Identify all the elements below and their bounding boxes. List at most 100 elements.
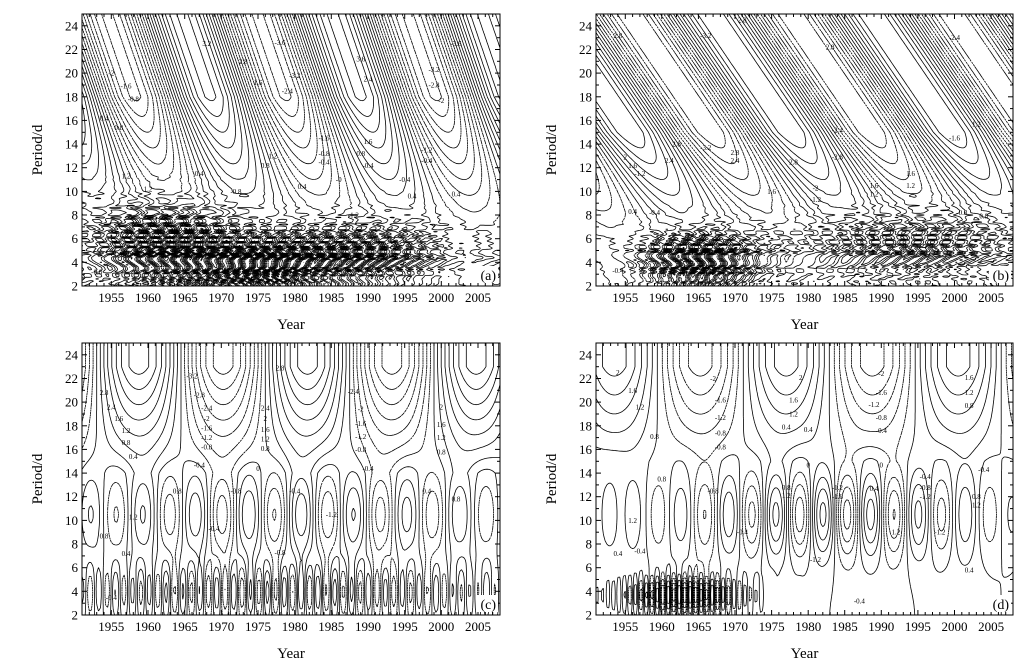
panel-b-label: (b) <box>993 269 1010 284</box>
contour-label: 1.2 <box>965 389 974 397</box>
x-tick-label: 2000 <box>942 290 968 305</box>
contour-label: 1.6 <box>965 374 974 382</box>
contour-label: -2 <box>438 97 444 105</box>
panel-d-label: (d) <box>993 598 1010 613</box>
y-tick-label: 12 <box>65 160 78 175</box>
x-tick-label: 2000 <box>428 290 454 305</box>
contour-label: -0.4 <box>399 176 411 184</box>
contour-line <box>628 343 1013 615</box>
x-tick-label: 1990 <box>355 619 381 634</box>
contour-label: 0.4 <box>965 567 974 575</box>
y-tick-label: 16 <box>65 113 79 128</box>
panel-b-contour-labels: 2.8 -3.22.82.8-2.42.8 -3.22.82.42.4 2.8-2.4… <box>612 16 988 275</box>
contour-label: 2.8 <box>672 141 681 149</box>
contour-label: -1.6 <box>715 396 727 404</box>
contour-line <box>596 14 1013 198</box>
x-tick-label: 2005 <box>978 290 1004 305</box>
contour-label: 0.8 <box>173 487 182 495</box>
x-tick-label: 1970 <box>208 290 234 305</box>
contour-line <box>596 343 1013 615</box>
contour-label: 1.6 <box>628 387 637 395</box>
contour-label: -1.2 <box>715 414 727 422</box>
contour-label: -0.8 <box>128 96 140 104</box>
contour-label: 0.4 <box>804 426 813 434</box>
contour-label: 1.6 <box>364 138 373 146</box>
contour-label: -1.6 <box>120 83 132 91</box>
contour-label: -1.2 <box>810 556 822 564</box>
x-tick-label: 1970 <box>722 290 748 305</box>
contour-label: 0.8 <box>100 532 109 540</box>
contour-label: -0.8 <box>274 549 286 557</box>
panel-a: 3.2 -3.6 3.6 -3.6 -2 -1.6 -0.8 0.4 0.8 2.8 1.6 -3.2… <box>30 13 501 333</box>
y-tick-label: 10 <box>579 513 592 528</box>
contour-label: -0.4 <box>289 487 301 495</box>
x-tick-label: 1980 <box>795 290 821 305</box>
y-tick-label: 14 <box>65 137 79 152</box>
contour-label: 0 <box>880 461 884 469</box>
panel-d-plot-frame <box>595 342 1014 616</box>
contour-line <box>128 343 487 375</box>
panel-c-ticks: 1955 1960 1965 1970 1975 1980 1985 1990 1995 2000… <box>65 342 501 634</box>
contour-label: -0.8 <box>91 268 103 276</box>
contour-label: -0.8 <box>230 188 242 196</box>
x-tick-label: 1995 <box>392 619 418 634</box>
contour-label: -3.2 <box>186 373 198 381</box>
y-tick-label: 16 <box>579 442 593 457</box>
panel-c-plot-frame <box>81 342 501 616</box>
contour-line <box>82 343 499 615</box>
contour-line <box>82 343 496 615</box>
contour-label: 1.2 <box>122 173 131 181</box>
y-tick-label: 4 <box>72 255 79 270</box>
contour-line <box>596 14 1013 286</box>
x-tick-label: 2005 <box>465 619 491 634</box>
contour-label: -0.4 <box>362 162 374 170</box>
contour-line <box>616 14 1013 149</box>
contour-label: 0.4 <box>628 208 637 216</box>
panel-label-backdrop <box>989 595 1011 612</box>
x-tick-label: 1975 <box>759 290 785 305</box>
contour-label: 1.2 <box>789 411 798 419</box>
contour-label: 1.2 <box>636 403 645 411</box>
y-tick-label: 4 <box>586 584 593 599</box>
x-tick-label: 2005 <box>978 619 1004 634</box>
y-tick-label: 18 <box>65 418 78 433</box>
y-tick-label: 12 <box>579 160 592 175</box>
x-tick-label: 1980 <box>282 619 308 634</box>
contour-label: 1.2 <box>892 529 901 537</box>
contour-label: -0.4 <box>854 597 866 605</box>
contour-line <box>121 343 494 390</box>
contour-label: -0.8 <box>708 487 720 495</box>
contour-line <box>596 14 1013 286</box>
contour-label: -3.6 <box>450 40 462 48</box>
contour-label: -1.2 <box>421 147 433 155</box>
contour-label: -0.4 <box>920 473 932 481</box>
panel-c-x-axis-title: Year <box>277 646 305 662</box>
contour-label: 2.4 <box>261 405 270 413</box>
contour-label: -1.2 <box>810 196 822 204</box>
panel-d-contour-labels: 21.61.20.8-2-1.6-1.2-0.821.61.20.4 0.4-2-… <box>614 369 990 605</box>
contour-label: 1.2 <box>144 186 153 194</box>
y-tick-label: 14 <box>65 466 79 481</box>
contour-label: -2 <box>710 375 716 383</box>
contour-label: -0.4 <box>612 267 624 275</box>
y-tick-label: 8 <box>586 208 593 223</box>
panel-d-x-axis-title: Year <box>791 646 819 662</box>
contour-line <box>82 14 500 285</box>
contour-line <box>195 343 420 421</box>
contour-label: -1.6 <box>201 425 213 433</box>
y-tick-label: 2 <box>586 279 593 294</box>
contour-label: 0.8 <box>261 445 270 453</box>
contour-line <box>164 14 500 133</box>
contour-label: 1.6 <box>870 182 879 190</box>
contour-line <box>82 343 440 610</box>
x-tick-label: 1985 <box>832 290 858 305</box>
contour-label: 1.6 <box>628 162 637 170</box>
y-tick-label: 12 <box>65 489 78 504</box>
panel-b-ticks: 1955 1960 1965 1970 1975 1980 1985 1990 1995 2000… <box>579 13 1014 305</box>
contour-label: -3.2 <box>289 72 301 80</box>
y-tick-label: 20 <box>65 66 78 81</box>
contour-label: 2.8 <box>276 364 285 372</box>
contour-line <box>688 343 885 377</box>
contour-label: 0.8 <box>965 402 974 410</box>
contour-line <box>212 343 403 375</box>
